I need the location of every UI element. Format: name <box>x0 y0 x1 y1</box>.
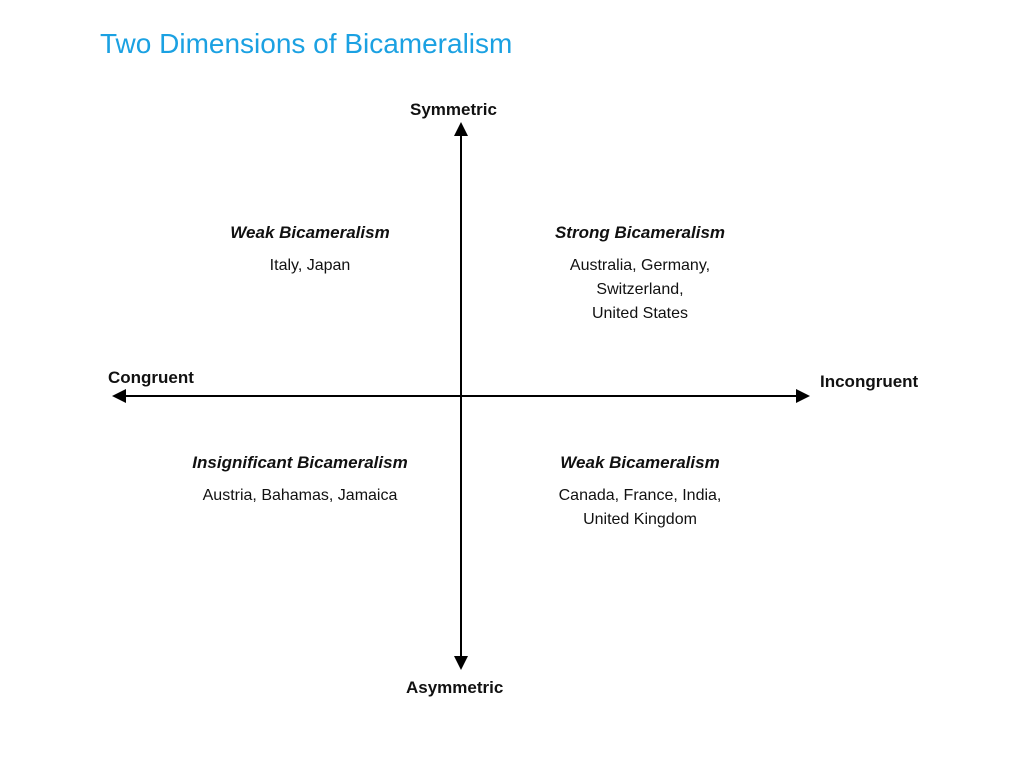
quadrant-heading: Weak Bicameralism <box>190 220 430 246</box>
quadrant-examples: Italy, Japan <box>190 254 430 278</box>
axis-label-left: Congruent <box>108 368 194 388</box>
quadrant-top-left: Weak Bicameralism Italy, Japan <box>190 220 430 278</box>
arrow-down-icon <box>454 656 468 670</box>
quadrant-examples: Canada, France, India, United Kingdom <box>510 484 770 532</box>
quadrant-heading: Strong Bicameralism <box>510 220 770 246</box>
quadrant-heading: Insignificant Bicameralism <box>160 450 440 476</box>
quadrant-diagram: Symmetric Asymmetric Congruent Incongrue… <box>110 100 910 690</box>
horizontal-axis <box>120 395 800 397</box>
arrow-up-icon <box>454 122 468 136</box>
quadrant-heading: Weak Bicameralism <box>510 450 770 476</box>
axis-label-top: Symmetric <box>410 100 497 120</box>
quadrant-bottom-left: Insignificant Bicameralism Austria, Baha… <box>160 450 440 508</box>
quadrant-bottom-right: Weak Bicameralism Canada, France, India,… <box>510 450 770 532</box>
quadrant-examples: Australia, Germany, Switzerland, United … <box>510 254 770 326</box>
arrow-left-icon <box>112 389 126 403</box>
page-title: Two Dimensions of Bicameralism <box>100 28 512 60</box>
axis-label-right: Incongruent <box>820 372 918 392</box>
quadrant-top-right: Strong Bicameralism Australia, Germany, … <box>510 220 770 326</box>
axis-label-bottom: Asymmetric <box>406 678 503 698</box>
quadrant-examples: Austria, Bahamas, Jamaica <box>160 484 440 508</box>
arrow-right-icon <box>796 389 810 403</box>
